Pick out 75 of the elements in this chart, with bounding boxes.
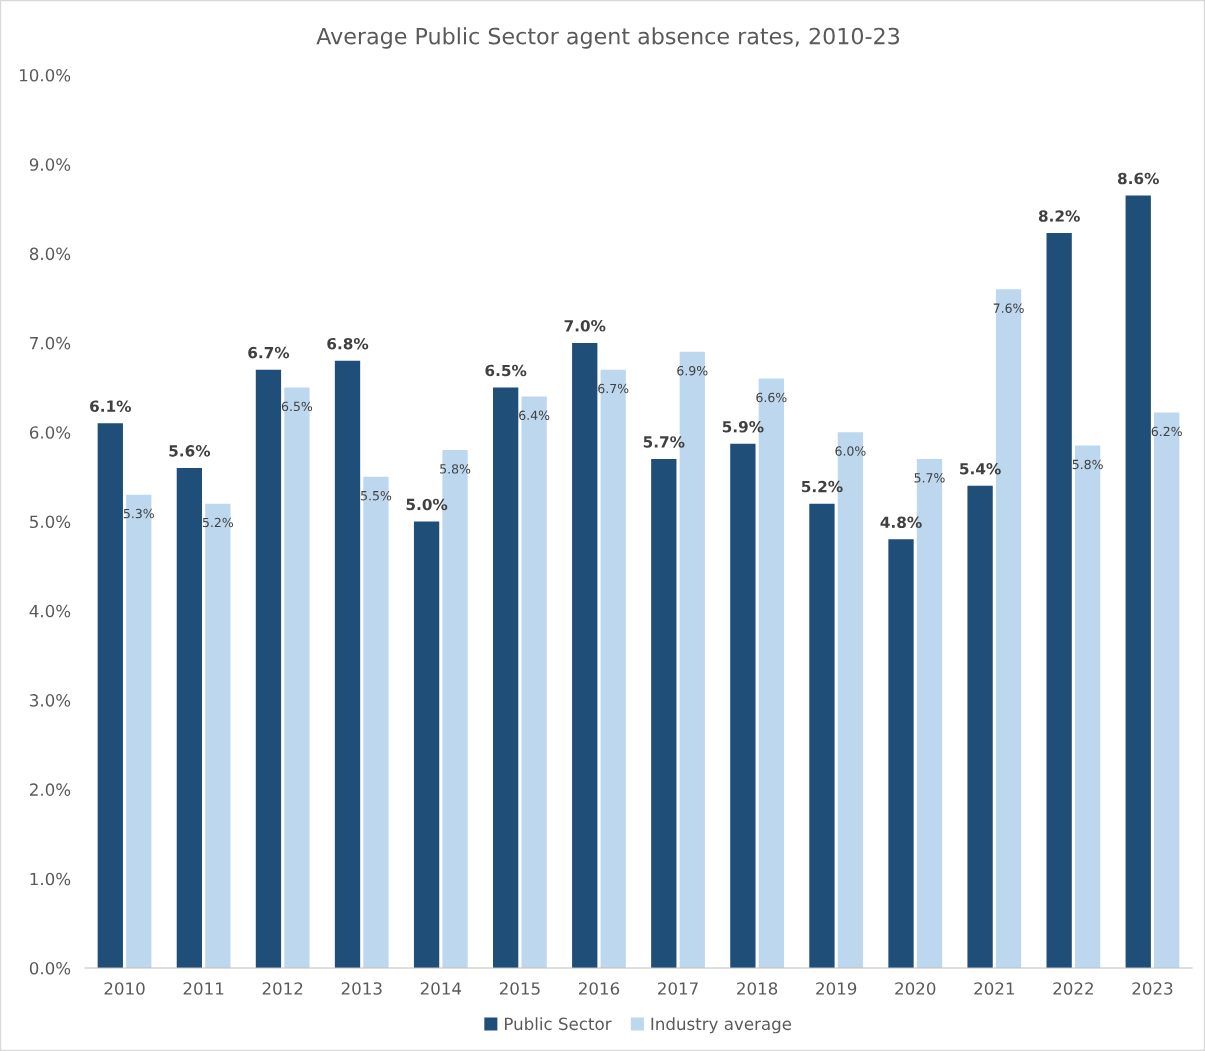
bar: [809, 503, 835, 968]
data-label: 4.8%: [880, 516, 922, 529]
bar: [413, 521, 440, 968]
data-label: 6.5%: [281, 401, 313, 412]
y-tick-label: 7.0%: [30, 336, 71, 350]
data-label: 6.8%: [327, 337, 369, 350]
data-label: 6.2%: [1151, 426, 1182, 437]
legend-label: Industry average: [651, 1017, 792, 1034]
data-label: 6.0%: [835, 446, 866, 456]
data-label: 5.8%: [440, 464, 471, 474]
bar: [205, 503, 231, 968]
bar: [493, 387, 519, 968]
bar: [284, 387, 310, 968]
x-tick-label: 2023: [1132, 982, 1173, 995]
data-label: 7.6%: [993, 303, 1024, 313]
bar: [255, 369, 282, 968]
data-label: 8.2%: [1038, 210, 1080, 222]
data-label: 6.9%: [677, 365, 708, 376]
data-label: 5.8%: [1072, 459, 1103, 470]
y-tick-label: 10.0%: [20, 68, 71, 82]
bar: [651, 458, 677, 968]
x-tick-label: 2021: [974, 982, 1014, 995]
x-tick-label: 2019: [816, 982, 857, 995]
y-tick-label: 6.0%: [29, 426, 71, 439]
y-tick-label: 4.0%: [29, 604, 71, 618]
bar: [334, 360, 361, 968]
x-tick-label: 2010: [104, 982, 145, 995]
data-label: 5.4%: [960, 462, 1001, 475]
data-label: 6.7%: [598, 383, 629, 394]
y-tick-label: 1.0%: [30, 872, 71, 886]
data-label: 5.3%: [123, 508, 154, 519]
data-label: 5.2%: [202, 517, 234, 528]
y-tick-label: 3.0%: [30, 694, 71, 707]
data-label: 5.7%: [914, 473, 945, 483]
y-tick-label: 9.0%: [29, 158, 71, 171]
x-tick-label: 2011: [183, 982, 224, 995]
bar: [1125, 195, 1151, 968]
bar: [967, 485, 993, 968]
chart-title: Average Public Sector agent absence rates, 2010-23: [316, 27, 900, 49]
data-label: 5.7%: [643, 436, 685, 448]
bar: [572, 342, 598, 968]
data-label: 8.6%: [1117, 172, 1159, 185]
data-label: 6.7%: [248, 346, 290, 359]
data-label: 6.5%: [485, 364, 527, 377]
x-tick-label: 2017: [658, 982, 698, 995]
x-tick-label: 2016: [578, 982, 620, 995]
x-tick-label: 2022: [1053, 982, 1093, 995]
data-label: 5.0%: [406, 498, 448, 511]
y-tick-label: 5.0%: [30, 515, 71, 529]
x-tick-label: 2012: [262, 982, 303, 995]
bar: [363, 476, 389, 968]
data-label: 7.0%: [564, 320, 606, 332]
bar: [97, 423, 123, 968]
data-label: 5.6%: [169, 445, 211, 457]
x-tick-label: 2014: [420, 982, 462, 995]
y-tick-label: 8.0%: [29, 247, 71, 261]
y-tick-label: 0.0%: [29, 961, 71, 975]
data-label: 5.9%: [722, 420, 764, 433]
bar: [730, 443, 756, 968]
x-tick-label: 2018: [737, 982, 778, 995]
x-tick-label: 2013: [341, 982, 382, 995]
data-label: 5.5%: [361, 490, 392, 501]
y-tick-label: 2.0%: [29, 783, 71, 796]
data-label: 5.2%: [801, 480, 843, 493]
bar: [1074, 445, 1101, 968]
legend-label: Public Sector: [504, 1017, 612, 1031]
x-tick-label: 2015: [499, 982, 540, 995]
data-label: 6.4%: [519, 410, 550, 421]
data-label: 6.6%: [756, 392, 787, 403]
x-tick-label: 2020: [895, 982, 936, 995]
bar: [1046, 233, 1072, 968]
bar: [888, 539, 914, 968]
data-label: 6.1%: [90, 400, 131, 412]
bar: [126, 494, 152, 968]
bar: [176, 467, 203, 968]
